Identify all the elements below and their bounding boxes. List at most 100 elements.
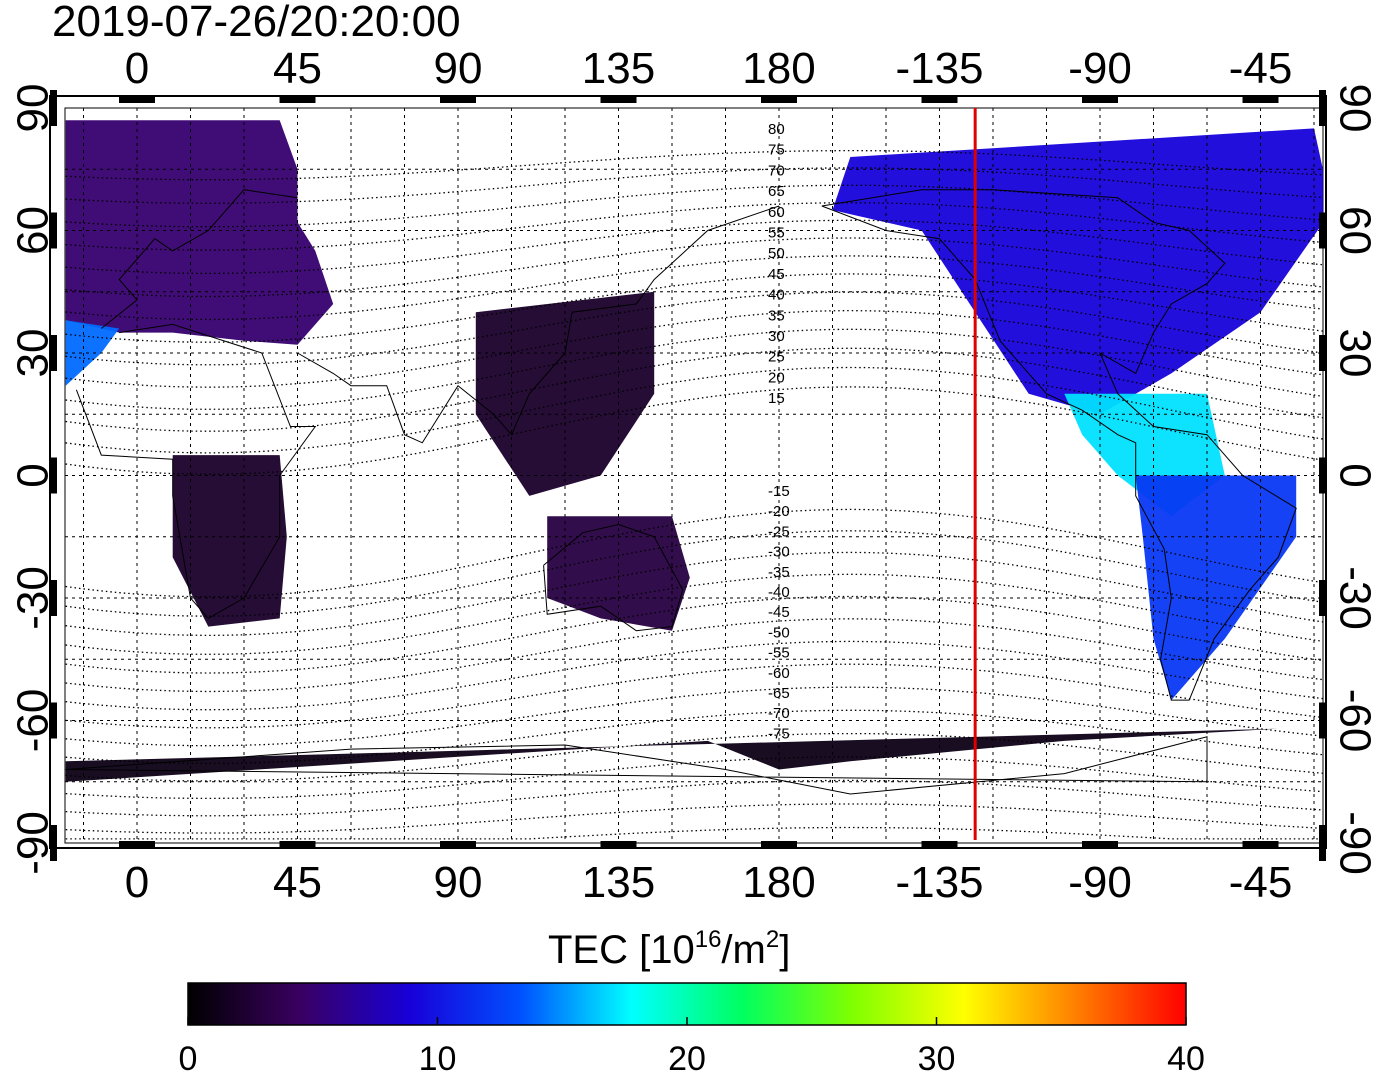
top-tick-mark [1082,96,1118,103]
right-latitude-tick-label: -30 [1330,566,1374,630]
magnetic-latitude-label: -65 [768,685,790,702]
bottom-tick-mark [600,841,637,848]
magnetic-latitude-label: -25 [768,523,790,540]
map-title: 2019-07-26/20:20:00 [52,0,461,46]
magnetic-latitude-label: 70 [768,162,785,179]
left-latitude-tick-label: 90 [9,84,58,133]
magnetic-latitude-contour [65,732,1323,782]
tec-region [172,455,287,627]
top-tick-mark [279,96,316,103]
tec-region [475,291,655,496]
magnetic-latitude-contour [65,530,1323,617]
right-tick-mark [1319,90,1326,126]
magnetic-latitude-contour [65,237,1323,298]
colorbar-label: TEC [1016/m2] [548,915,790,975]
right-latitude-tick-label: 0 [1330,463,1374,487]
magnetic-latitude-label: -30 [768,544,790,561]
magnetic-latitude-contour [65,273,1323,343]
magnetic-latitude-contour [65,756,1323,800]
magnetic-latitude-label: 35 [768,307,785,324]
axis-ticks: 0 45 90 135 180 -135 -90 -450 45 90 135 180 -135 -90-… [9,44,1374,907]
coastline [821,189,1297,701]
left-tick-mark [50,825,57,861]
magnetic-latitude-label: -70 [768,705,790,722]
coastline [75,323,317,620]
magnetic-latitude-contour [65,663,1323,729]
tec-region [832,128,1323,415]
colorbar-label-unit: /m [721,928,766,972]
colorbar-label-exponent: 16 [694,926,722,953]
magnetic-latitude-contour [65,149,1323,181]
magnetic-latitude-label: 20 [768,369,785,386]
top-longitude-tick-label: 0 [125,44,149,93]
magnetic-latitude-contour [65,779,1323,817]
magnetic-latitude-labels: 80 75 70 65 60 55 50 45 40 35 30 25 20 15 -15 -20 -25 -30… [768,121,790,742]
magnetic-latitude-contour [65,202,1323,251]
left-tick-mark [50,335,57,371]
left-tick-mark [50,457,57,494]
top-longitude-tick-label: 180 [742,44,815,93]
magnetic-latitude-contour [65,328,1323,410]
right-tick-mark [1319,580,1326,616]
right-tick-mark [1319,457,1326,494]
magnetic-latitude-contour [65,573,1323,655]
magnetic-latitude-label: -35 [768,564,790,581]
magnetic-latitude-label: -40 [768,584,790,601]
colorbar-label-unit-exponent: 2 [765,926,780,953]
magnetic-latitude-contour [65,803,1323,834]
right-tick-mark [1319,702,1326,739]
coastline [297,205,780,444]
magnetic-latitude-label: 60 [768,204,785,221]
bottom-tick-mark [761,841,797,848]
magnetic-latitude-contour [65,686,1323,747]
right-latitude-tick-label: 60 [1330,206,1374,255]
top-longitude-tick-label: -90 [1068,44,1132,93]
colorbar-tick-label: 20 [668,1040,706,1073]
bottom-longitude-tick-label: 0 [125,858,149,907]
tec-data-layer [65,120,1323,843]
top-longitude-tick-label: 90 [434,44,483,93]
magnetic-latitude-label: 25 [768,349,785,366]
top-tick-mark [440,96,476,103]
top-tick-mark [600,96,637,103]
right-tick-mark [1319,335,1326,371]
magnetic-latitude-contour [65,291,1323,366]
magnetic-latitude-contour [65,826,1323,840]
magnetic-latitude-label: -50 [768,624,790,641]
left-tick-mark [50,702,57,739]
bottom-tick-mark [921,841,958,848]
magnetic-latitude-label: 30 [768,328,785,345]
left-tick-mark [50,212,57,249]
magnetic-latitude-label: 55 [768,225,785,242]
bottom-tick-mark [119,841,155,848]
magnetic-latitude-contour [65,366,1323,454]
magnetic-latitude-label: 65 [768,183,785,200]
colorbar-tick-label: 0 [179,1040,198,1073]
magnetic-latitude-contour [65,255,1323,321]
magnetic-latitude-label: 15 [768,390,785,407]
right-latitude-tick-label: 90 [1330,84,1374,133]
left-latitude-tick-label: 0 [9,463,58,487]
bottom-tick-mark [440,841,476,848]
top-longitude-tick-label: 45 [273,44,322,93]
left-latitude-tick-label: -60 [9,689,58,753]
top-tick-mark [761,96,797,103]
right-tick-mark [1319,825,1326,861]
left-latitude-tick-label: 30 [9,329,58,378]
coastline [543,523,684,632]
tec-region [65,120,334,345]
colorbar-label-prefix: TEC [10 [548,928,695,972]
magnetic-latitude-label: -55 [768,645,790,662]
right-tick-mark [1319,212,1326,249]
bottom-longitude-tick-label: 90 [434,858,483,907]
magnetic-latitude-contour [65,219,1323,275]
top-longitude-tick-label: -135 [895,44,983,93]
magnetic-latitude-contour [65,347,1323,432]
right-latitude-tick-label: -90 [1330,811,1374,875]
magnetic-latitude-label: 40 [768,287,785,304]
bottom-tick-mark [279,841,316,848]
bottom-longitude-tick-label: 135 [582,858,655,907]
right-latitude-tick-label: 30 [1330,329,1374,378]
magnetic-latitude-label: -15 [768,483,790,500]
